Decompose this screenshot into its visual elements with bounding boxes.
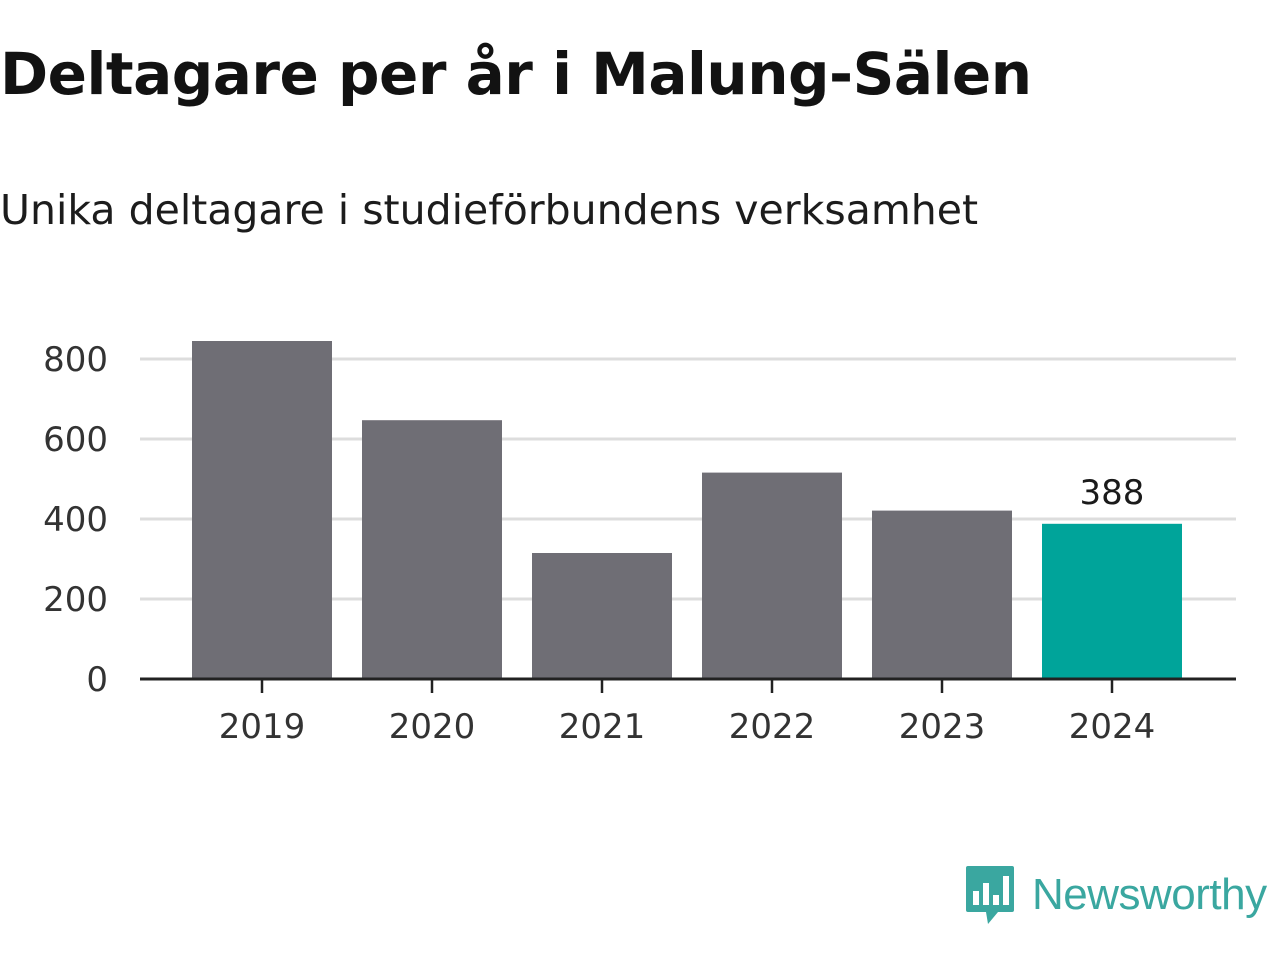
chart-subtitle: Unika deltagare i studieförbundens verks… (0, 186, 979, 234)
bar-2022 (702, 472, 842, 679)
x-tick-label-2019: 2019 (219, 707, 306, 747)
axes (140, 677, 1236, 693)
y-tick-label-0: 0 (86, 660, 108, 700)
logo-text: Newsworthy (1032, 870, 1267, 919)
bar-chart-speech-bubble-icon (966, 866, 1014, 924)
labels: 0 200 400 600 800 2019 2020 2021 2022 2023 2024 388 (43, 340, 1155, 747)
x-tick-label-2021: 2021 (559, 707, 646, 747)
bar-2024 (1042, 523, 1182, 679)
x-tick-label-2024: 2024 (1069, 707, 1156, 747)
y-tick-label-200: 200 (43, 580, 108, 620)
bars (192, 341, 1182, 679)
newsworthy-logo: Newsworthy (964, 864, 1267, 926)
x-tick-label-2020: 2020 (389, 707, 476, 747)
x-tick-label-2023: 2023 (899, 707, 986, 747)
x-tick-label-2022: 2022 (729, 707, 816, 747)
data-label-2024: 388 (1080, 473, 1145, 513)
bar-2019 (192, 341, 332, 679)
y-tick-label-800: 800 (43, 340, 108, 380)
bar-2020 (362, 420, 502, 679)
bar-2023 (872, 510, 1012, 679)
y-tick-label-600: 600 (43, 420, 108, 460)
y-tick-label-400: 400 (43, 500, 108, 540)
bar-2021 (532, 553, 672, 679)
chart-title: Deltagare per år i Malung-Sälen (0, 40, 1032, 108)
